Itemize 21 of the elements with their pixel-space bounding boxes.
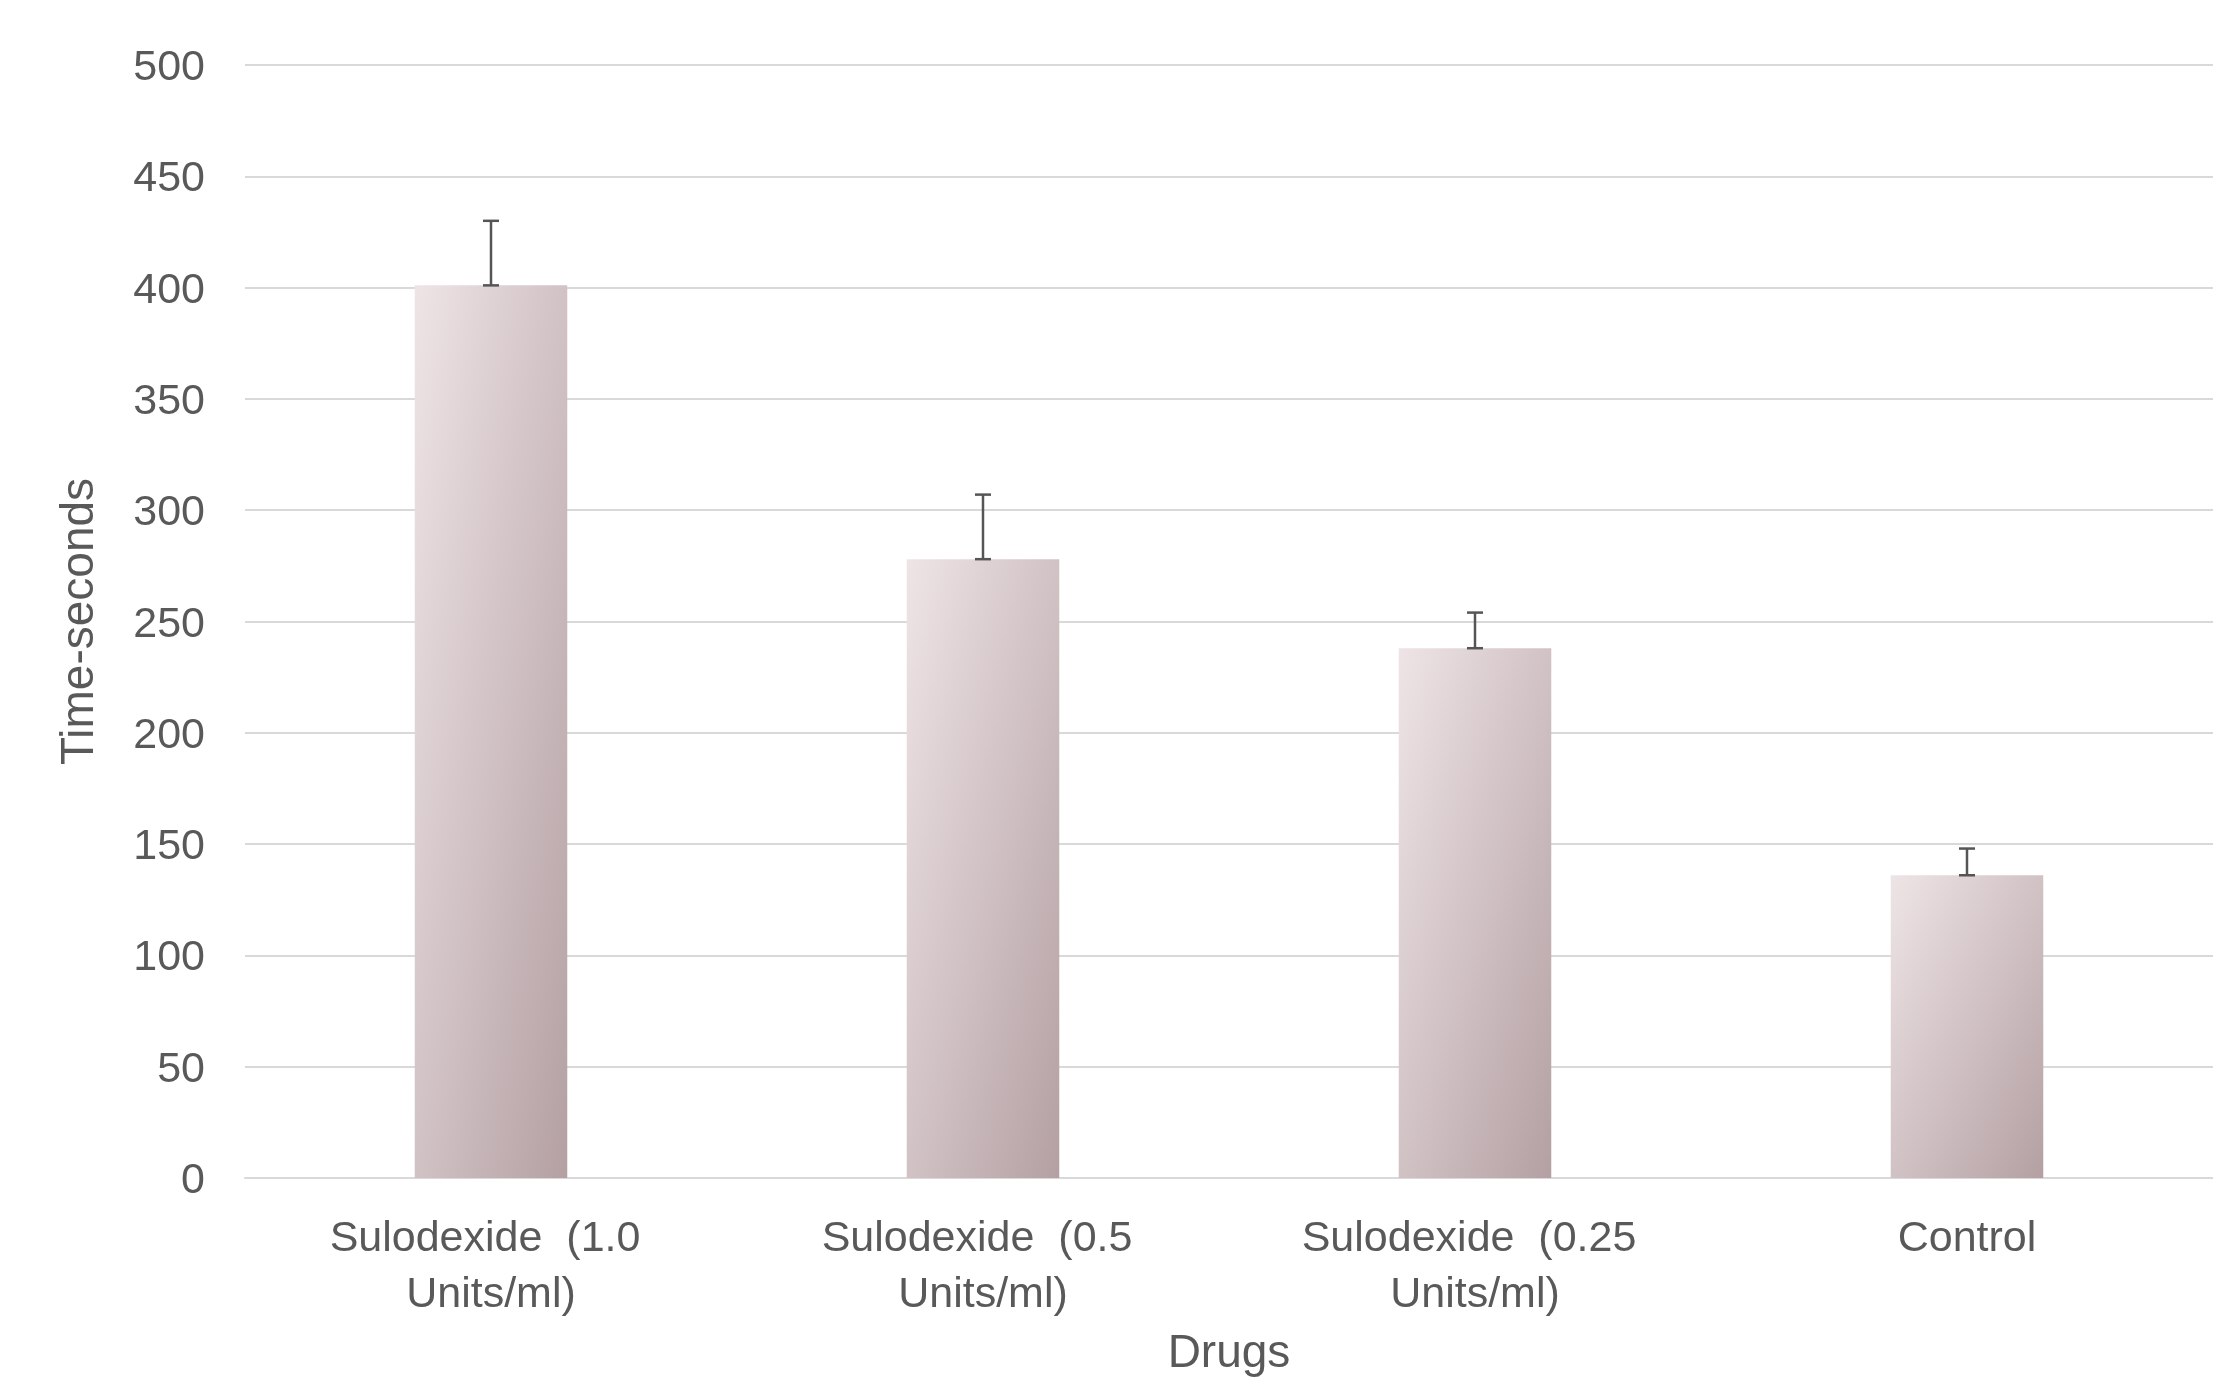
bar xyxy=(1398,648,1552,1178)
y-tick-label: 450 xyxy=(133,152,205,201)
x-tick-label: Sulodexide (0.25 Units/ml) xyxy=(1301,1212,1649,1316)
y-tick-label: 500 xyxy=(133,41,205,89)
x-axis-title: Drugs xyxy=(1167,1325,1291,1377)
y-tick-label: 350 xyxy=(133,374,205,423)
y-tick-label: 100 xyxy=(133,931,205,980)
y-tick-label: 400 xyxy=(133,263,205,312)
y-axis-title: Time-seconds xyxy=(51,477,103,766)
y-tick-label: 50 xyxy=(157,1042,205,1091)
bar xyxy=(906,559,1060,1178)
y-tick-label: 0 xyxy=(181,1154,205,1202)
x-tick-label: Sulodexide (1.0 Units/ml) xyxy=(329,1212,653,1316)
y-tick-label: 200 xyxy=(133,708,205,757)
x-tick-label: Control xyxy=(1897,1212,2037,1260)
y-tick-label: 150 xyxy=(133,820,205,869)
y-tick-label: 250 xyxy=(133,597,205,646)
bar xyxy=(1890,875,2044,1178)
bar xyxy=(414,285,568,1178)
x-tick-label: Sulodexide (0.5 Units/ml) xyxy=(821,1212,1145,1316)
y-tick-label: 300 xyxy=(133,486,205,535)
